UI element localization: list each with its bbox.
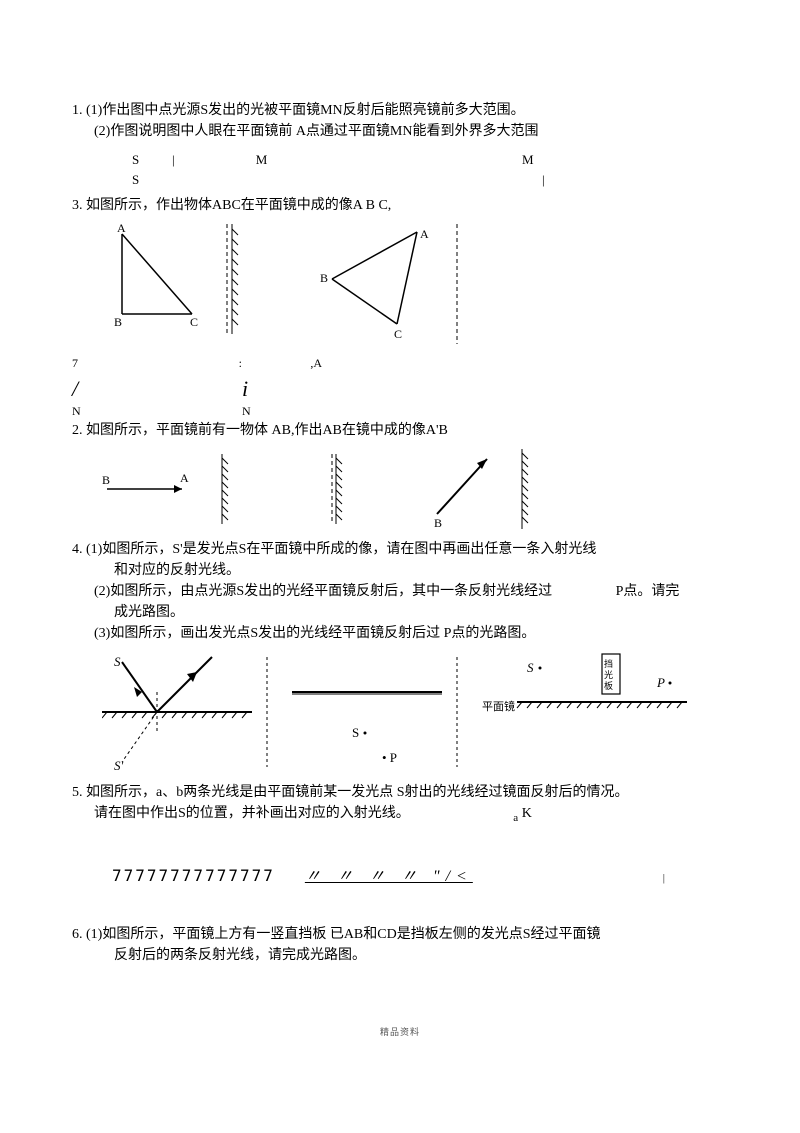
- mirror-hatch-icon: [522, 453, 528, 523]
- label-b: B: [114, 315, 122, 329]
- q3-text: 如图所示，作出物体ABC在平面镜中成的像A B C,: [86, 198, 391, 213]
- stray-slash: /: [72, 372, 102, 405]
- q6-p1b: 反射后的两条反射光线，请完成光路图。: [72, 948, 366, 963]
- stray-a: ,A: [242, 354, 322, 372]
- label-c: C: [190, 315, 198, 329]
- question-1: 1. (1)作出图中点光源S发出的光被平面镜MN反射后能照亮镜前多大范围。 (2…: [72, 100, 728, 142]
- q1-bar2: |: [542, 170, 552, 190]
- stray-n2: N: [242, 402, 272, 420]
- q1-labels-row2: S |: [132, 170, 728, 190]
- q5-number: 5.: [72, 785, 83, 800]
- q2-a: A: [180, 471, 189, 485]
- mirror-hatch-icon: [222, 458, 228, 520]
- mirror-hatch-icon: [232, 229, 238, 325]
- q5-sub-a: a: [413, 812, 518, 824]
- mirror-hatch-icon: [336, 458, 342, 520]
- q6-number: 6.: [72, 927, 83, 942]
- q4-p2a: (2)如图所示，由点光源S发出的光经平面镜反射后，其中一条反射光线经过: [72, 584, 552, 599]
- q2-fig-3: B: [412, 449, 562, 529]
- q1-labels-row: S | M M: [132, 150, 728, 170]
- q5-bar: |: [663, 871, 665, 886]
- page-footer: 精品资料: [72, 1026, 728, 1040]
- q3-triangle-2: A B C: [302, 224, 522, 344]
- label-a2: A: [420, 227, 429, 241]
- stray-i: i: [242, 372, 272, 405]
- q1-m1: M: [182, 150, 342, 170]
- worksheet-page: 1. (1)作出图中点光源S发出的光被平面镜MN反射后能照亮镜前多大范围。 (2…: [0, 0, 800, 1080]
- question-3: 3. 如图所示，作出物体ABC在平面镜中成的像A B C,: [72, 195, 728, 216]
- label-s2: S: [352, 725, 359, 740]
- q1-part2: (2)作图说明图中人眼在平面镜前 A点通过平面镜MN能看到外界多大范围: [72, 124, 539, 139]
- q4-p3: (3)如图所示，画出发光点S发出的光线经平面镜反射后过 P点的光路图。: [72, 626, 535, 641]
- q5-sevens: 77777777777777: [112, 864, 275, 888]
- q4-p1a: (1)如图所示，S'是发光点S在平面镜中所成的像，请在图中再画出任意一条入射光线: [86, 542, 596, 557]
- q1-bar1: |: [172, 150, 182, 170]
- q4-p2b: P点。请完: [616, 584, 680, 599]
- q1-s1: S: [132, 150, 172, 170]
- q6-p1a: (1)如图所示，平面镜上方有一竖直挡板 已AB和CD是挡板左侧的发光点S经过平面…: [86, 927, 601, 942]
- board-label-2: 光: [604, 669, 613, 680]
- label-p3: P: [656, 675, 665, 690]
- board-label-3: 板: [604, 680, 613, 691]
- q2-text: 如图所示，平面镜前有一物体 AB,作出AB在镜中成的像A'B: [86, 423, 448, 438]
- question-6: 6. (1)如图所示，平面镜上方有一竖直挡板 已AB和CD是挡板左侧的发光点S经…: [72, 924, 728, 966]
- mirror-label: 平面镜: [482, 699, 515, 713]
- q2-b: B: [102, 473, 110, 487]
- q1-m2: M: [522, 150, 562, 170]
- label-b2: B: [320, 271, 328, 285]
- stray-colon: :: [92, 354, 242, 372]
- label-a: A: [117, 224, 126, 235]
- q5-art-row: 77777777777777 〃 〃 〃 〃 "/< |: [112, 864, 728, 889]
- q3-figures: A B C A B C: [102, 224, 728, 344]
- q4-number: 4.: [72, 542, 83, 557]
- label-p2: • P: [382, 750, 397, 765]
- stray-row-1: 7 : ,A: [72, 354, 728, 372]
- board-label-1: 挡: [604, 658, 613, 669]
- stray-row-2: / i: [72, 372, 728, 402]
- q1-number: 1.: [72, 103, 83, 118]
- label-sprime: S': [114, 758, 124, 772]
- q5-ditto: 〃 〃 〃 〃 "/<: [305, 865, 473, 889]
- q2-fig-1: B A: [102, 454, 252, 524]
- label-s: S: [114, 654, 121, 669]
- label-c2: C: [394, 327, 402, 341]
- stray-n1: N: [72, 402, 102, 420]
- q1-s2: S: [132, 170, 172, 190]
- question-2: 2. 如图所示，平面镜前有一物体 AB,作出AB在镜中成的像A'B: [72, 420, 728, 441]
- stray-7: 7: [72, 354, 92, 372]
- q4-fig-1: S S': [102, 652, 272, 772]
- q5-k: K: [522, 806, 532, 821]
- label-s3: S: [527, 660, 534, 675]
- stray-row-3: N N: [72, 402, 728, 420]
- question-5: 5. 如图所示，a、b两条光线是由平面镜前某一发光点 S射出的光线经过镜面反射后…: [72, 782, 728, 826]
- q5-line2a: 请在图中作出S的位置，并补画出对应的入射光线。: [72, 806, 410, 821]
- q4-fig-3: S 挡 光 板 P 平面镜: [472, 652, 692, 772]
- q3-number: 3.: [72, 198, 83, 213]
- q2-b2: B: [434, 516, 442, 529]
- q1-part1: (1)作出图中点光源S发出的光被平面镜MN反射后能照亮镜前多大范围。: [86, 103, 525, 118]
- q2-figures: B A B: [102, 449, 728, 529]
- q4-figures: S S' S • P S 挡 光 板 P 平面镜: [102, 652, 728, 772]
- q4-p2c: 成光路图。: [72, 605, 184, 620]
- q2-fig-2: [272, 454, 392, 524]
- q2-number: 2.: [72, 423, 83, 438]
- q3-triangle-1: A B C: [102, 224, 262, 334]
- question-4: 4. (1)如图所示，S'是发光点S在平面镜中所成的像，请在图中再画出任意一条入…: [72, 539, 728, 644]
- q4-p1b: 和对应的反射光线。: [72, 563, 240, 578]
- q4-fig-2: S • P: [282, 652, 462, 772]
- q5-line1: 如图所示，a、b两条光线是由平面镜前某一发光点 S射出的光线经过镜面反射后的情况…: [86, 785, 629, 800]
